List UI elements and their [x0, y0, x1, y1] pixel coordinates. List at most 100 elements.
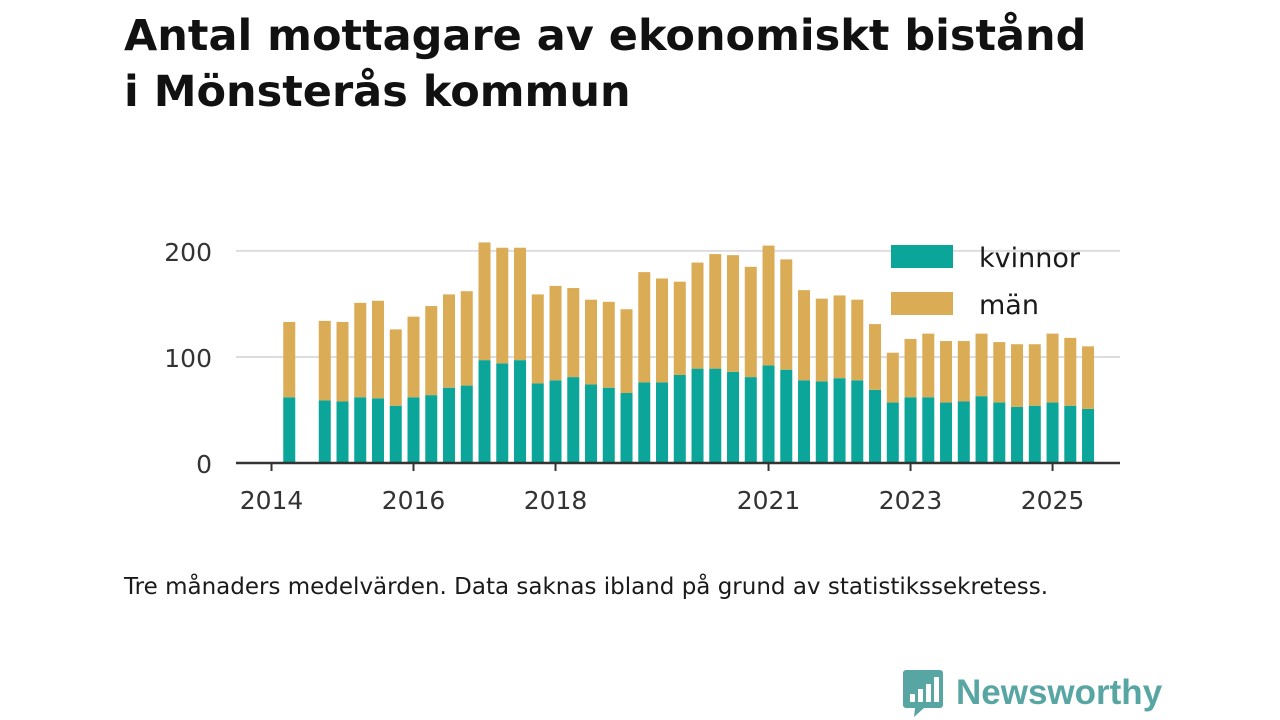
bar-man	[1028, 344, 1041, 406]
bar-man	[1064, 337, 1077, 406]
x-tick-label-2014: 2014	[240, 486, 304, 515]
bar-man	[318, 320, 331, 401]
bar-man	[886, 352, 899, 403]
bar-man	[851, 299, 864, 381]
y-tick-label-100: 100	[164, 344, 212, 373]
bar-kvinnor	[815, 381, 828, 463]
legend-label-man: män	[979, 290, 1039, 321]
bar-man	[425, 306, 438, 396]
bar-kvinnor	[283, 397, 296, 463]
bar-man	[514, 247, 527, 361]
bar-kvinnor	[372, 398, 385, 463]
bar-kvinnor	[727, 371, 740, 463]
bar-kvinnor	[638, 382, 651, 463]
bar-man	[940, 341, 953, 403]
bar-kvinnor	[602, 387, 615, 463]
bar-kvinnor	[478, 360, 491, 463]
bar-kvinnor	[851, 380, 864, 463]
x-tick-label-2023: 2023	[879, 486, 943, 515]
bar-kvinnor	[620, 393, 633, 463]
bar-man	[567, 288, 580, 378]
bar-man	[762, 245, 775, 366]
bar-kvinnor	[975, 396, 988, 463]
bar-man	[993, 342, 1006, 403]
title-line-1: Antal mottagare av ekonomiskt bistånd	[124, 11, 1087, 61]
x-tick-label-2021: 2021	[737, 486, 801, 515]
bar-man	[478, 242, 491, 361]
bar-man	[744, 266, 757, 378]
bar-kvinnor	[762, 365, 775, 463]
bar-kvinnor	[514, 360, 527, 463]
bar-man	[1082, 346, 1095, 409]
bar-kvinnor	[993, 402, 1006, 463]
bar-man	[389, 329, 402, 406]
legend-swatch-kvinnor	[891, 245, 953, 268]
legend-label-kvinnor: kvinnor	[979, 243, 1081, 274]
bar-man	[549, 285, 562, 381]
bar-kvinnor	[833, 378, 846, 463]
title-line-2: i Mönsterås kommun	[124, 67, 631, 117]
bar-kvinnor	[443, 387, 456, 463]
x-tick-label-2025: 2025	[1021, 486, 1085, 515]
bar-man	[1046, 333, 1059, 403]
bar-kvinnor	[673, 374, 686, 463]
bar-man	[815, 298, 828, 382]
bar-kvinnor	[1046, 402, 1059, 463]
bar-kvinnor	[886, 402, 899, 463]
bar-kvinnor	[496, 363, 509, 463]
chart-title: Antal mottagare av ekonomiskt bistånd i …	[124, 8, 1224, 120]
bar-man	[354, 302, 367, 398]
bar-man	[372, 300, 385, 399]
bar-kvinnor	[549, 380, 562, 463]
bar-man	[585, 299, 598, 385]
bar-kvinnor	[567, 377, 580, 463]
bar-kvinnor	[531, 383, 544, 463]
bar-kvinnor	[744, 377, 757, 463]
bar-kvinnor	[709, 368, 722, 463]
bar-kvinnor	[798, 380, 811, 463]
bar-kvinnor	[904, 397, 917, 463]
bar-man	[709, 254, 722, 369]
bar-kvinnor	[460, 385, 473, 463]
bar-kvinnor	[1082, 408, 1095, 463]
bar-man	[975, 333, 988, 397]
bar-kvinnor	[585, 384, 598, 463]
x-tick-label-2016: 2016	[382, 486, 446, 515]
bar-kvinnor	[869, 389, 882, 463]
bar-kvinnor	[691, 368, 704, 463]
chart-caption: Tre månaders medelvärden. Data saknas ib…	[124, 574, 1049, 600]
legend-swatch-man	[891, 292, 953, 315]
bar-kvinnor	[1064, 405, 1077, 463]
bar-kvinnor	[336, 401, 349, 463]
y-tick-label-200: 200	[164, 238, 212, 267]
axes: 0 100 200 2014 2016 2018 2021 2023 2025	[164, 238, 1120, 515]
bar-man	[1011, 344, 1024, 407]
bar-kvinnor	[389, 405, 402, 463]
bar-kvinnor	[1028, 405, 1041, 463]
bar-kvinnor	[1011, 406, 1024, 463]
bar-kvinnor	[780, 369, 793, 463]
newsworthy-logo-icon	[903, 670, 943, 717]
bar-man	[638, 272, 651, 383]
bar-man	[620, 309, 633, 394]
bar-man	[727, 255, 740, 372]
bar-kvinnor	[940, 402, 953, 463]
bar-man	[922, 333, 935, 398]
bar-man	[336, 321, 349, 402]
bar-man	[460, 291, 473, 386]
bar-man	[602, 301, 615, 388]
brand-logo[interactable]: Newsworthy	[902, 668, 1162, 718]
bar-man	[691, 262, 704, 369]
bar-kvinnor	[425, 395, 438, 463]
y-tick-label-0: 0	[196, 450, 212, 479]
brand-name: Newsworthy	[956, 673, 1163, 712]
bar-kvinnor	[957, 401, 970, 463]
bar-man	[283, 321, 296, 398]
bar-man	[957, 341, 970, 402]
bar-kvinnor	[407, 397, 420, 463]
x-tick-label-2018: 2018	[524, 486, 588, 515]
bar-man	[531, 294, 544, 384]
bar-man	[869, 324, 882, 390]
bar-kvinnor	[354, 397, 367, 463]
